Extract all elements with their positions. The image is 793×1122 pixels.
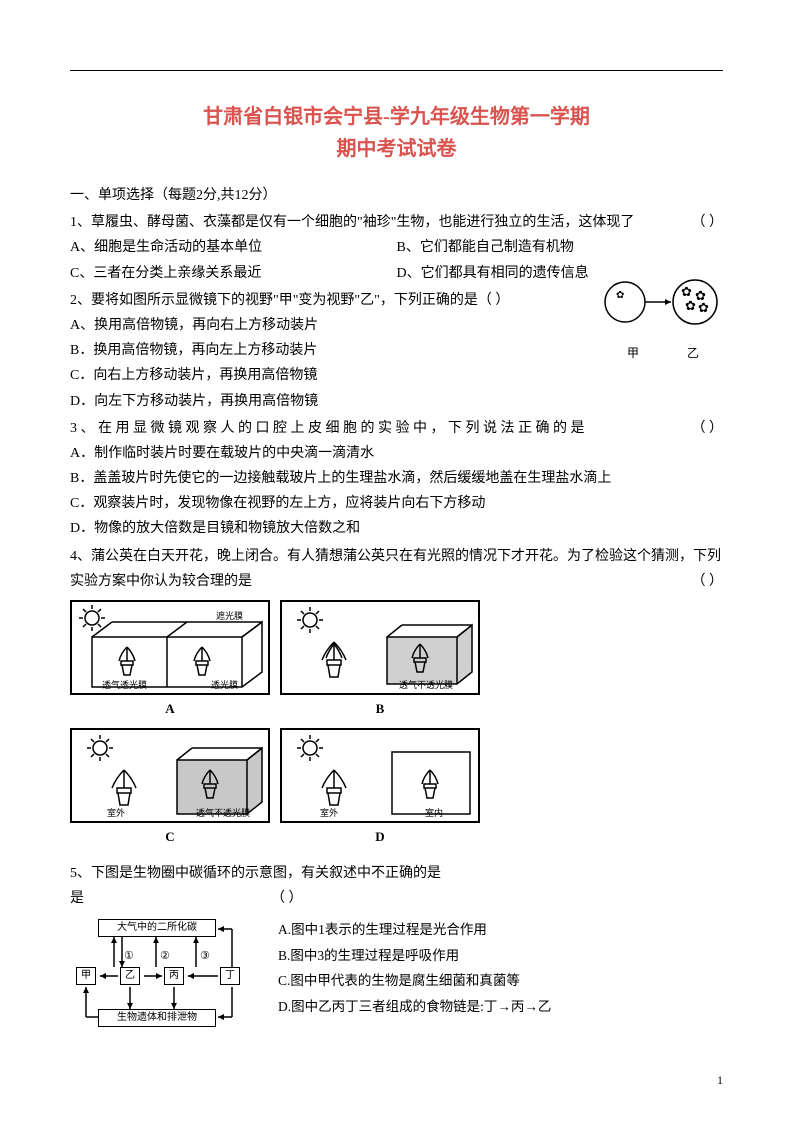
- q2-opt-c: C．向右上方移动装片，再换用高倍物镜: [70, 363, 593, 388]
- q4-stem: 4、蒲公英在白天开花，晚上闭合。有人猜想蒲公英只在有光照的情况下才开花。为了检验…: [70, 549, 721, 589]
- q4-diagram-d: 室外 室内 D: [280, 728, 480, 848]
- q4-paren: （ ）: [692, 569, 724, 594]
- q2-fig-label-right: 乙: [687, 343, 699, 365]
- q5-stem-tail: 是: [70, 891, 84, 906]
- microscope-fields-icon: ✿ ✿ ✿ ✿ ✿: [603, 278, 723, 338]
- svg-text:✿: ✿: [681, 284, 692, 299]
- question-4: 4、蒲公英在白天开花，晚上闭合。有人猜想蒲公英只在有光照的情况下才开花。为了检验…: [70, 544, 723, 857]
- q4a-left-note: 透气透光膜: [102, 677, 147, 693]
- q2-opt-d: D．向左下方移动装片，再换用高倍物镜: [70, 389, 593, 414]
- question-5: 5、下图是生物圈中碳循环的示意图，有关叙述中不正确的是 是 （ ） 大气中的二所…: [70, 861, 723, 1032]
- q5-options: A.图中1表示的生理过程是光合作用 B.图中3的生理过程是呼吸作用 C.图中甲代…: [260, 917, 551, 1020]
- title-block: 甘肃省白银市会宁县-学九年级生物第一学期 期中考试试卷: [70, 101, 723, 165]
- q1-paren: （ ）: [692, 210, 724, 235]
- q5-figure: 大气中的二所化碳 甲 乙 丙 丁 生物遗体和排泄物: [70, 917, 260, 1032]
- q3-paren: （ ）: [692, 416, 724, 441]
- q2-figure: ✿ ✿ ✿ ✿ ✿ 甲 乙: [603, 278, 723, 338]
- q1-opt-b: B、它们都能自己制造有机物: [397, 235, 724, 260]
- q5-arrow-2: ②: [160, 947, 170, 967]
- q4a-top-note: 遮光膜: [216, 608, 243, 624]
- q4-diagram-c: 室外 透气不透光膜 C: [70, 728, 270, 848]
- q1-opt-a: A、细胞是生命活动的基本单位: [70, 235, 397, 260]
- experiment-d-icon: [282, 730, 478, 821]
- q4c-label: C: [70, 825, 270, 848]
- q2-opt-a: A、换用高倍物镜，再向右上方移动装片: [70, 313, 593, 338]
- q2-stem: 2、要将如图所示显微镜下的视野"甲"变为视野"乙"，下列正确的是（ ）: [70, 288, 593, 313]
- q5-stem: 5、下图是生物圈中碳循环的示意图，有关叙述中不正确的是: [70, 866, 441, 881]
- svg-text:✿: ✿: [616, 290, 624, 301]
- q4b-label: B: [280, 697, 480, 720]
- q4-diagram-grid: 透气透光膜 透光膜 遮光膜 A: [70, 600, 490, 857]
- q2-fig-label-left: 甲: [627, 343, 639, 365]
- q5-opt-b: B.图中3的生理过程是呼吸作用: [278, 943, 551, 969]
- q1-opt-c: C、三者在分类上亲缘关系最近: [70, 261, 397, 286]
- q5-opt-a: A.图中1表示的生理过程是光合作用: [278, 917, 551, 943]
- q4d-right-note: 室内: [425, 805, 443, 821]
- q4d-left-note: 室外: [320, 805, 338, 821]
- q4a-right-note: 透光膜: [211, 677, 238, 693]
- q5-paren: （ ）: [271, 891, 303, 906]
- q4-diagram-b: 透气不透光膜 B: [280, 600, 480, 720]
- question-1: 1、草履虫、酵母菌、衣藻都是仅有一个细胞的"袖珍"生物，也能进行独立的生活，这体…: [70, 210, 723, 286]
- svg-text:✿: ✿: [698, 300, 709, 315]
- q1-stem: 1、草履虫、酵母菌、衣藻都是仅有一个细胞的"袖珍"生物，也能进行独立的生活，这体…: [70, 215, 634, 230]
- q3-stem: 3 、 在 用 显 微 镜 观 察 人 的 口 腔 上 皮 细 胞 的 实 验 …: [70, 421, 585, 436]
- q5-opt-d: D.图中乙丙丁三者组成的食物链是:丁→丙→乙: [278, 994, 551, 1020]
- q5-arrows-icon: [70, 917, 260, 1032]
- q5-opt-c: C.图中甲代表的生物是腐生细菌和真菌等: [278, 968, 551, 994]
- q5-arrow-3: ③: [200, 947, 210, 967]
- q4b-note: 透气不透光膜: [399, 677, 453, 693]
- page-number: 1: [717, 1070, 723, 1092]
- header-rule: [70, 70, 723, 71]
- q3-opt-d: D．物像的放大倍数是目镜和物镜放大倍数之和: [70, 516, 723, 541]
- svg-text:✿: ✿: [685, 298, 696, 313]
- q4d-label: D: [280, 825, 480, 848]
- section-1-heading: 一、单项选择（每题2分,共12分）: [70, 183, 723, 208]
- question-3: 3 、 在 用 显 微 镜 观 察 人 的 口 腔 上 皮 细 胞 的 实 验 …: [70, 416, 723, 542]
- title-line-2: 期中考试试卷: [70, 133, 723, 165]
- q3-opt-a: A．制作临时装片时要在载玻片的中央滴一滴清水: [70, 441, 723, 466]
- q3-opt-c: C．观察装片时，发现物像在视野的左上方，应将装片向右下方移动: [70, 491, 723, 516]
- title-line-1: 甘肃省白银市会宁县-学九年级生物第一学期: [70, 101, 723, 133]
- q2-opt-b: B．换用高倍物镜，再向左上方移动装片: [70, 338, 593, 363]
- q5-arrow-1: ①: [124, 947, 134, 967]
- q4c-left-note: 室外: [107, 805, 125, 821]
- q4a-label: A: [70, 697, 270, 720]
- q3-opt-b: B．盖盖玻片时先使它的一边接触载玻片上的生理盐水滴，然后缓缓地盖在生理盐水滴上: [70, 466, 723, 491]
- q4-diagram-a: 透气透光膜 透光膜 遮光膜 A: [70, 600, 270, 720]
- q4c-right-note: 透气不透光膜: [196, 805, 250, 821]
